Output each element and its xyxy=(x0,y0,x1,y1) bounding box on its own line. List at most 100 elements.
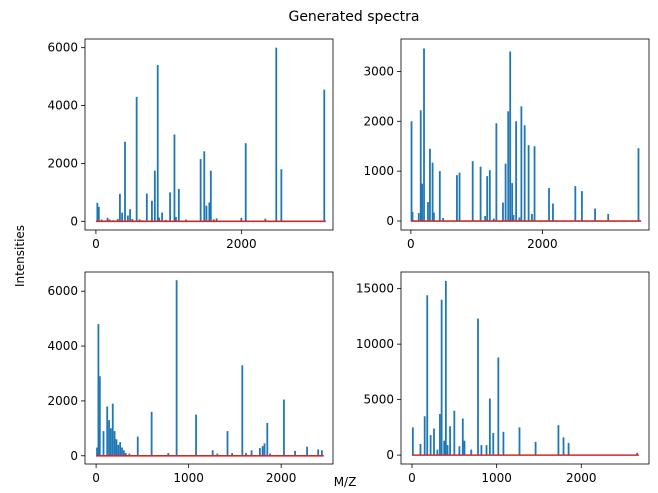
bar xyxy=(417,213,420,222)
y-tick-label: 4000 xyxy=(47,99,78,113)
y-tick-label: 2000 xyxy=(363,114,394,128)
bar xyxy=(128,453,131,456)
bar xyxy=(275,47,278,222)
bar xyxy=(250,450,253,456)
bar xyxy=(100,219,103,222)
subplot-4: 0 1000 2000 0 5000 10000 15000 xyxy=(356,271,650,485)
bar xyxy=(108,420,110,456)
bar xyxy=(423,48,425,222)
bar xyxy=(426,295,429,456)
bar xyxy=(245,453,247,456)
bar xyxy=(463,440,466,456)
bar xyxy=(480,445,483,456)
bar xyxy=(421,183,423,222)
bar xyxy=(111,403,114,456)
y-tick-label: 0 xyxy=(70,214,78,228)
bar xyxy=(208,202,211,222)
bar xyxy=(471,161,474,222)
bar xyxy=(534,441,537,456)
bar xyxy=(216,453,219,456)
x-tick-label: 1000 xyxy=(481,471,512,485)
bar xyxy=(594,208,596,222)
x-tick-label: 0 xyxy=(408,471,416,485)
bar xyxy=(259,448,261,456)
bar xyxy=(283,399,285,456)
bar xyxy=(502,431,505,456)
bar xyxy=(433,428,435,456)
y-tick-label: 6000 xyxy=(47,284,78,298)
bar xyxy=(470,449,473,456)
x-tick-label: 1000 xyxy=(173,471,204,485)
bar xyxy=(548,188,550,222)
bar xyxy=(440,299,443,456)
x-tick-label: 0 xyxy=(92,237,100,251)
bar xyxy=(244,143,247,222)
bar xyxy=(432,212,435,222)
bar xyxy=(531,214,533,222)
bar xyxy=(446,445,449,456)
bar xyxy=(429,435,432,456)
bar xyxy=(492,432,495,456)
bar xyxy=(495,123,498,222)
subplots: 0 2000 0 2000 4000 6000 0 2000 0 1000 2000 3000 0 100… xyxy=(47,38,650,485)
bar xyxy=(98,376,101,456)
bar xyxy=(477,318,479,456)
bar xyxy=(158,217,161,222)
bar xyxy=(419,110,422,222)
bar xyxy=(294,450,296,456)
y-tick-label: 10000 xyxy=(356,337,394,351)
bar xyxy=(486,176,489,222)
bar xyxy=(479,166,482,222)
bar xyxy=(636,452,639,456)
bar xyxy=(458,172,461,222)
y-tick-label: 6000 xyxy=(47,41,78,55)
bar xyxy=(116,219,119,222)
bar xyxy=(264,218,267,222)
bar xyxy=(411,212,414,222)
bar xyxy=(442,218,444,222)
bar xyxy=(507,111,510,222)
bar xyxy=(533,146,536,222)
bar xyxy=(512,215,515,222)
bar xyxy=(113,431,116,456)
axes-frame xyxy=(84,38,334,231)
bar xyxy=(215,218,218,222)
bar xyxy=(121,447,123,456)
figure-xlabel: M/Z xyxy=(334,475,357,489)
bar xyxy=(423,416,426,456)
bar xyxy=(161,212,163,222)
bar xyxy=(429,148,431,222)
bar xyxy=(419,444,422,456)
y-tick-label: 2000 xyxy=(47,394,78,408)
subplot-1: 0 2000 0 2000 4000 6000 xyxy=(47,38,334,251)
bar xyxy=(527,145,530,222)
bar xyxy=(136,436,139,456)
bar xyxy=(504,163,507,222)
bar xyxy=(115,439,118,456)
bar xyxy=(153,170,156,222)
y-tick-label: 0 xyxy=(386,448,394,462)
y-tick-label: 4000 xyxy=(47,339,78,353)
bar xyxy=(231,453,234,456)
bar xyxy=(317,449,320,456)
bar xyxy=(124,141,126,222)
bar xyxy=(145,193,148,222)
bar xyxy=(195,414,197,456)
bar xyxy=(119,193,121,222)
bar xyxy=(637,148,640,222)
bar xyxy=(96,447,98,456)
bar xyxy=(240,217,243,222)
subplot-2: 0 2000 0 1000 2000 3000 xyxy=(363,38,650,251)
axes-frame xyxy=(84,271,334,465)
bar xyxy=(185,219,187,222)
bar xyxy=(97,324,100,456)
bar xyxy=(203,151,206,222)
bar xyxy=(175,280,178,456)
bar xyxy=(131,219,134,222)
bar xyxy=(509,51,512,222)
bar xyxy=(458,446,461,456)
bar xyxy=(488,398,491,456)
bar xyxy=(138,219,141,222)
bar xyxy=(444,280,447,456)
